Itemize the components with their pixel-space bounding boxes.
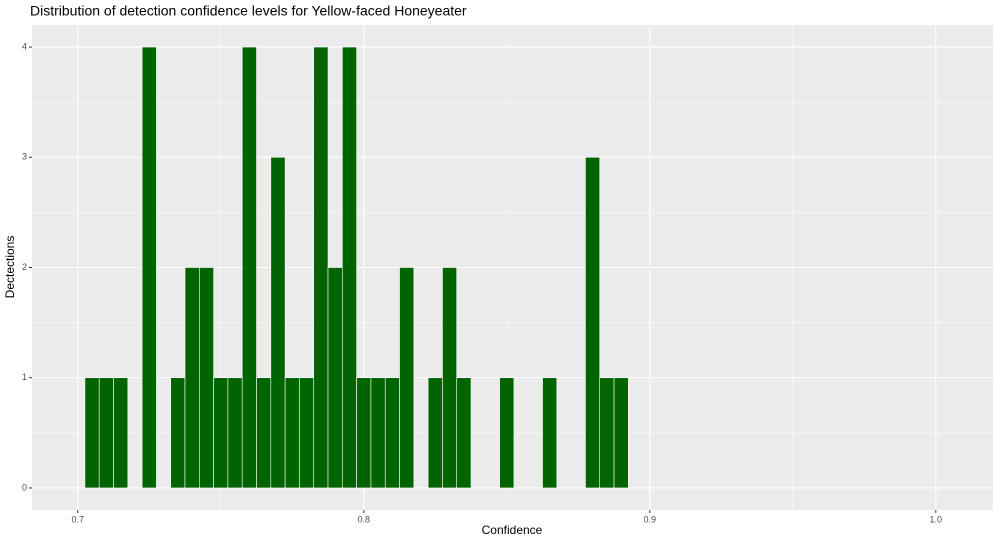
y-tick-label: 1 <box>22 372 27 382</box>
bar <box>98 377 114 489</box>
bar <box>113 377 129 489</box>
bar <box>356 377 372 489</box>
x-tick-label: 0.9 <box>644 514 657 524</box>
bar <box>184 267 200 489</box>
bar <box>327 267 343 489</box>
bar <box>141 46 157 489</box>
bar <box>241 46 257 489</box>
bar <box>613 377 629 489</box>
bar <box>270 156 286 489</box>
bar <box>256 377 272 489</box>
y-tick-label: 0 <box>22 482 27 492</box>
bar <box>299 377 315 489</box>
bar <box>170 377 186 489</box>
bar <box>585 156 601 489</box>
bar <box>199 267 214 489</box>
bar <box>370 377 386 489</box>
bar <box>542 377 558 489</box>
x-tick-label: 1.0 <box>930 514 943 524</box>
bar <box>499 377 515 489</box>
bar <box>442 267 458 489</box>
x-tick-label: 0.7 <box>72 514 85 524</box>
bar <box>313 46 329 489</box>
bar <box>284 377 300 489</box>
chart-title: Distribution of detection confidence lev… <box>30 3 467 19</box>
bar <box>227 377 243 489</box>
bar <box>599 377 615 489</box>
y-tick-label: 2 <box>22 262 27 272</box>
bar <box>84 377 100 489</box>
bar <box>456 377 472 489</box>
y-axis-title: Dectections <box>3 236 17 299</box>
x-tick-label: 0.8 <box>358 514 371 524</box>
bar <box>427 377 443 489</box>
bar <box>342 46 357 489</box>
x-axis-title: Confidence <box>482 523 543 537</box>
bar <box>384 377 400 489</box>
y-tick-label: 4 <box>22 41 27 51</box>
y-tick-label: 3 <box>22 152 27 162</box>
bar <box>399 267 415 489</box>
bar <box>213 377 229 489</box>
